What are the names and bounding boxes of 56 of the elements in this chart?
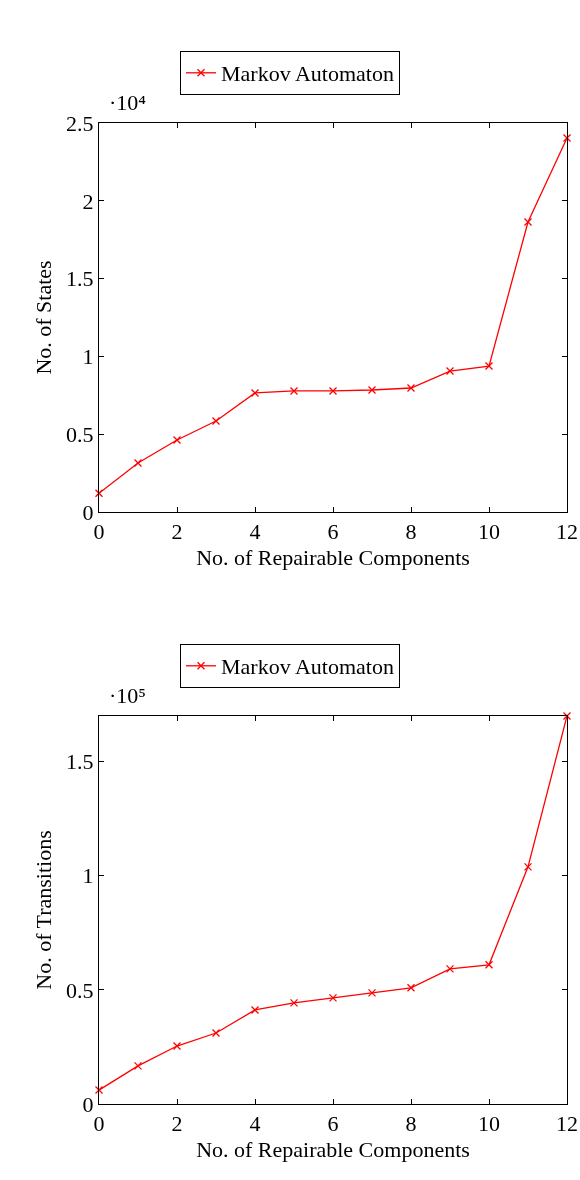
point: [484, 960, 494, 969]
y-tick-label: 0.5: [66, 421, 94, 447]
point: [211, 1028, 221, 1038]
point: [367, 988, 377, 997]
point: [289, 998, 299, 1008]
point: [172, 1041, 182, 1051]
point: [367, 385, 377, 395]
x-tick-label: 10: [478, 519, 500, 545]
point: [523, 862, 533, 872]
point: [250, 1005, 260, 1015]
point: [562, 133, 572, 143]
point: [406, 983, 416, 992]
point: [562, 711, 572, 721]
x-tick-label: 12: [556, 1111, 578, 1137]
y-axis-title: No. of States: [30, 260, 56, 375]
point: [445, 366, 455, 376]
legend-label: Markov Automaton: [221, 61, 394, 87]
y-tick-label: 2.5: [66, 110, 94, 136]
x-tick-label: 6: [327, 1111, 339, 1137]
x-tick-label: 12: [556, 519, 578, 545]
y-tick-label: 1.5: [66, 749, 94, 775]
text: ·10⁵: [109, 683, 146, 708]
x-tick-label: 2: [171, 1111, 183, 1137]
y-tick-label: 1: [82, 863, 94, 889]
point: [94, 489, 104, 498]
point: [445, 964, 455, 974]
x-tick-label: 2: [171, 519, 183, 545]
point: [172, 435, 182, 445]
x-tick-label: 8: [405, 519, 417, 545]
x-tick-label: 4: [249, 519, 261, 545]
x-tick-label: 6: [327, 519, 339, 545]
point: [94, 1085, 104, 1095]
y-tick-label: 0: [82, 499, 94, 525]
x-tick-label: 10: [478, 1111, 500, 1137]
point: [250, 388, 260, 398]
x-axis-title: No. of Repairable Components: [196, 1137, 470, 1163]
point: [289, 386, 299, 396]
legend-label: Markov Automaton: [221, 654, 394, 680]
y-tick-label: 1.5: [66, 266, 94, 292]
y-tick-label: 1: [82, 344, 94, 370]
point: [133, 1061, 143, 1071]
y-tick-label: 2: [82, 188, 94, 214]
y-axis-title: No. of Transitions: [30, 830, 56, 990]
y-tick-label: 0.5: [66, 977, 94, 1003]
point: [328, 993, 338, 1003]
x-tick-label: 4: [249, 1111, 261, 1137]
text: ·10⁴: [109, 90, 147, 115]
point: [133, 458, 143, 468]
y-tick-label: 0: [82, 1091, 94, 1117]
point: [406, 383, 416, 393]
point: [211, 416, 221, 426]
x-tick-label: 8: [405, 1111, 417, 1137]
x-axis-title: No. of Repairable Components: [196, 545, 470, 571]
point: [328, 386, 338, 396]
point: [523, 217, 533, 227]
point: [484, 361, 494, 371]
